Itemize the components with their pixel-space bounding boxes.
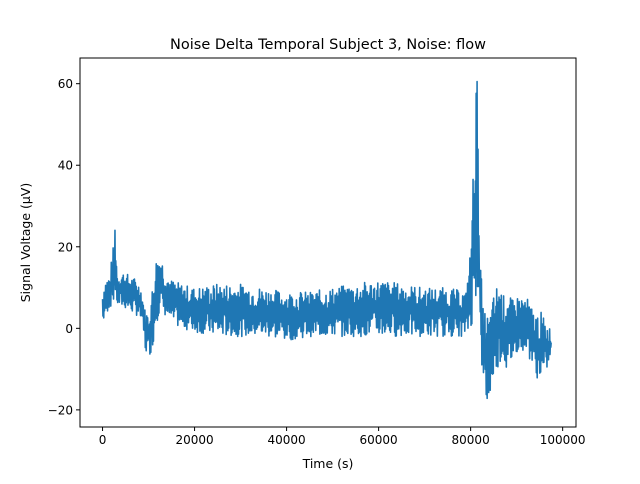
- y-axis-label: Signal Voltage (μV): [18, 183, 33, 303]
- y-tick-label: 0: [65, 322, 73, 336]
- x-tick-label: 100000: [540, 433, 586, 447]
- x-tick-label: 40000: [267, 433, 305, 447]
- x-axis-label: Time (s): [302, 456, 354, 471]
- x-axis-ticks: 0 20000 40000 60000 80000 100000: [99, 427, 586, 447]
- y-tick-label: 60: [58, 77, 73, 91]
- x-tick-label: 20000: [175, 433, 213, 447]
- axes-frame: [79, 57, 577, 428]
- x-tick-label: 60000: [360, 433, 398, 447]
- y-tick-label: −20: [48, 403, 73, 417]
- chart-title: Noise Delta Temporal Subject 3, Noise: f…: [170, 37, 486, 53]
- plot-area: [101, 80, 552, 400]
- signal-series-line: [101, 80, 552, 400]
- x-tick-label: 0: [99, 433, 107, 447]
- y-axis-ticks: −20 0 20 40 60: [48, 77, 80, 417]
- y-tick-label: 40: [58, 159, 73, 173]
- x-tick-label: 80000: [452, 433, 490, 447]
- y-tick-label: 20: [58, 240, 73, 254]
